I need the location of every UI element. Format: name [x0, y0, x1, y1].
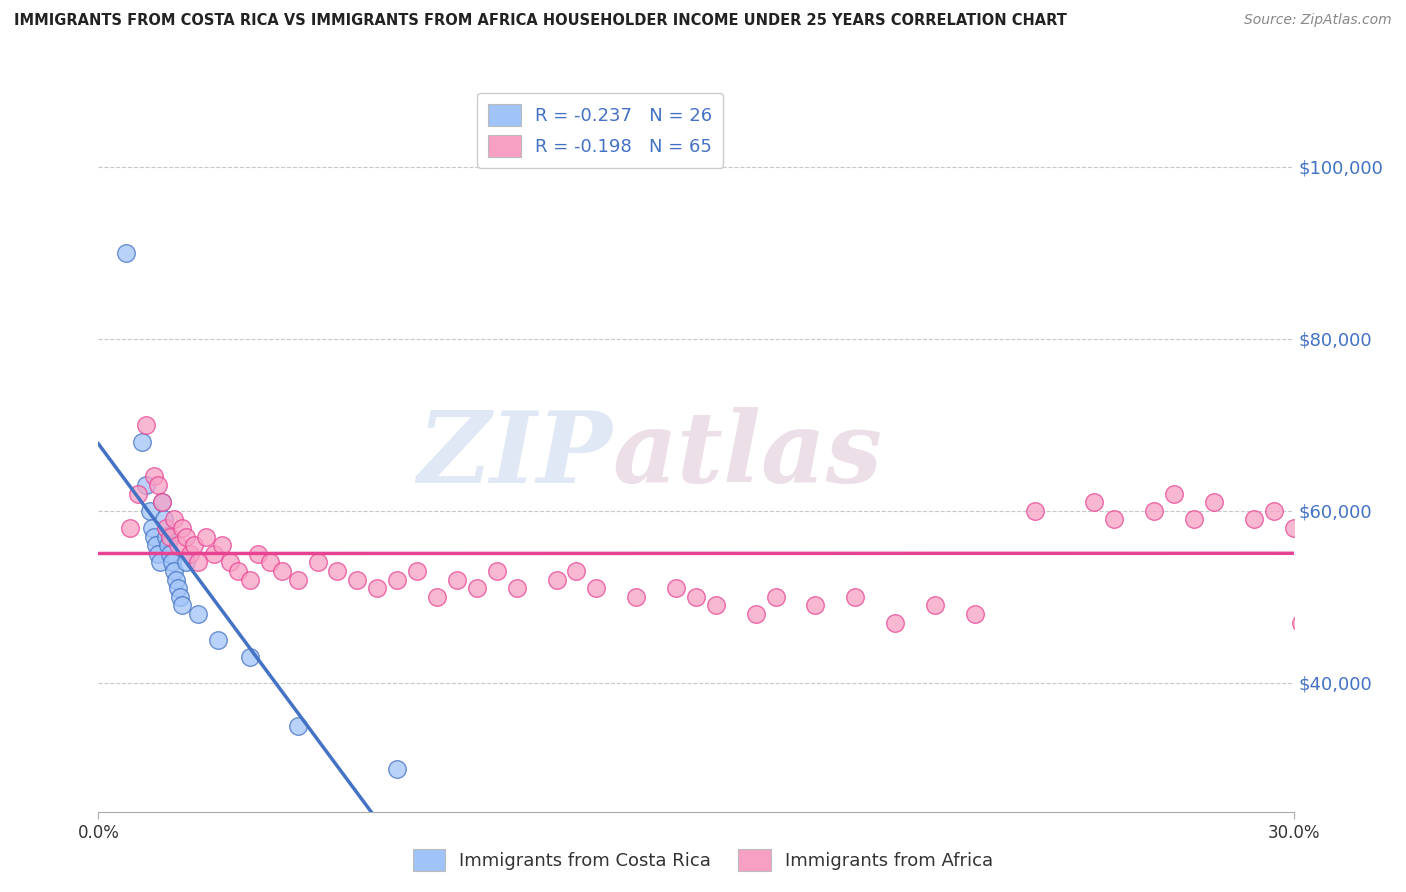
Point — [150, 495, 173, 509]
Point — [145, 538, 167, 552]
Point — [219, 555, 242, 569]
Point — [326, 564, 349, 578]
Point — [246, 547, 269, 561]
Point — [160, 555, 183, 569]
Point — [1182, 512, 1205, 526]
Point — [406, 564, 429, 578]
Text: Source: ZipAtlas.com: Source: ZipAtlas.com — [1244, 13, 1392, 28]
Point — [366, 581, 388, 595]
Point — [165, 573, 187, 587]
Point — [1202, 495, 1225, 509]
Point — [1263, 504, 1285, 518]
Legend: R = -0.237   N = 26, R = -0.198   N = 65: R = -0.237 N = 26, R = -0.198 N = 65 — [478, 93, 723, 168]
Text: ZIP: ZIP — [418, 407, 613, 503]
Point — [239, 650, 262, 665]
Point — [172, 521, 194, 535]
Point — [1302, 504, 1324, 518]
Point — [127, 486, 149, 500]
Point — [139, 504, 162, 518]
Point — [148, 547, 170, 561]
Point — [665, 581, 688, 595]
Point — [187, 555, 209, 569]
Point — [148, 478, 170, 492]
Point — [1282, 521, 1305, 535]
Text: atlas: atlas — [613, 407, 883, 503]
Point — [159, 547, 181, 561]
Point — [167, 538, 190, 552]
Point — [149, 555, 172, 569]
Point — [239, 573, 262, 587]
Point — [153, 512, 176, 526]
Point — [565, 564, 588, 578]
Point — [385, 573, 409, 587]
Point — [143, 469, 166, 483]
Point — [704, 599, 727, 613]
Text: IMMIGRANTS FROM COSTA RICA VS IMMIGRANTS FROM AFRICA HOUSEHOLDER INCOME UNDER 25: IMMIGRANTS FROM COSTA RICA VS IMMIGRANTS… — [14, 13, 1067, 29]
Point — [135, 417, 157, 432]
Point — [202, 547, 225, 561]
Point — [135, 478, 157, 492]
Point — [426, 590, 449, 604]
Point — [546, 573, 568, 587]
Point — [465, 581, 488, 595]
Point — [179, 547, 201, 561]
Point — [1083, 495, 1105, 509]
Point — [157, 538, 180, 552]
Point — [844, 590, 866, 604]
Point — [1322, 521, 1344, 535]
Point — [1024, 504, 1046, 518]
Point — [963, 607, 986, 621]
Point — [287, 573, 309, 587]
Point — [172, 599, 194, 613]
Point — [685, 590, 707, 604]
Point — [150, 495, 173, 509]
Point — [626, 590, 648, 604]
Point — [1291, 615, 1313, 630]
Point — [1143, 504, 1166, 518]
Point — [585, 581, 607, 595]
Point — [169, 590, 191, 604]
Point — [159, 530, 181, 544]
Point — [211, 538, 233, 552]
Point — [745, 607, 768, 621]
Point — [346, 573, 368, 587]
Point — [155, 530, 177, 544]
Point — [485, 564, 508, 578]
Point — [287, 719, 309, 733]
Point — [804, 599, 827, 613]
Point — [884, 615, 907, 630]
Legend: Immigrants from Costa Rica, Immigrants from Africa: Immigrants from Costa Rica, Immigrants f… — [405, 842, 1001, 879]
Point — [207, 632, 229, 647]
Point — [1104, 512, 1126, 526]
Point — [174, 555, 197, 569]
Point — [120, 521, 142, 535]
Point — [1243, 512, 1265, 526]
Point — [1163, 486, 1185, 500]
Point — [270, 564, 292, 578]
Point — [141, 521, 163, 535]
Point — [187, 607, 209, 621]
Point — [163, 564, 186, 578]
Point — [765, 590, 787, 604]
Point — [115, 245, 138, 260]
Point — [183, 538, 205, 552]
Point — [506, 581, 529, 595]
Point — [131, 435, 153, 450]
Point — [1330, 530, 1353, 544]
Point — [924, 599, 946, 613]
Point — [385, 762, 409, 776]
Point — [259, 555, 281, 569]
Point — [1315, 512, 1337, 526]
Point — [167, 581, 190, 595]
Point — [174, 530, 197, 544]
Point — [195, 530, 218, 544]
Point — [226, 564, 249, 578]
Point — [163, 512, 186, 526]
Point — [307, 555, 329, 569]
Point — [155, 521, 177, 535]
Point — [143, 530, 166, 544]
Point — [446, 573, 468, 587]
